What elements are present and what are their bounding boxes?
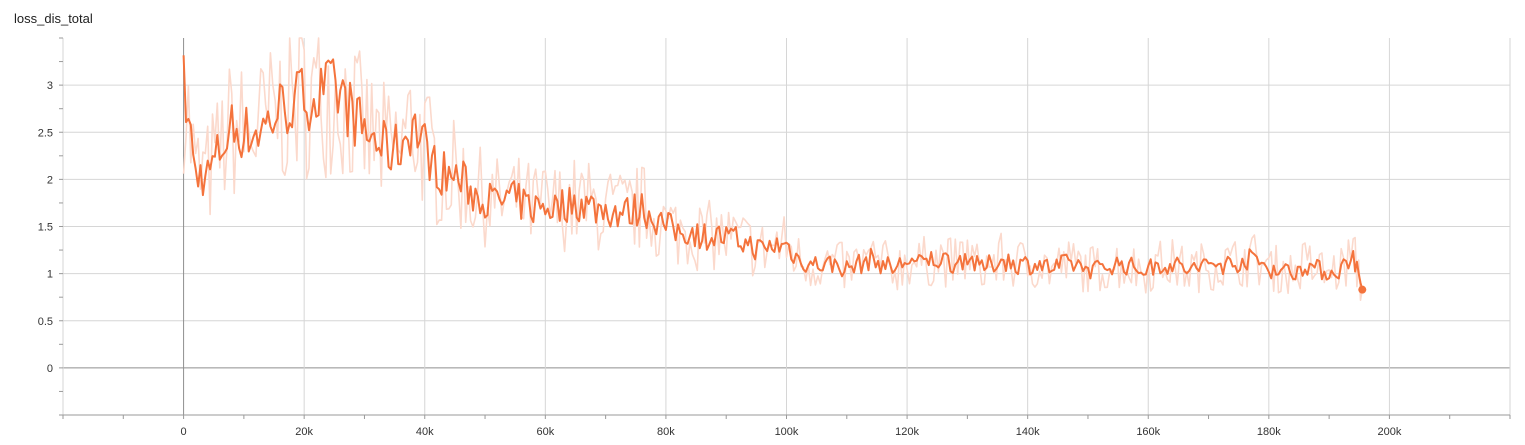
x-tick-label: 140k xyxy=(1016,426,1040,438)
chart-title: loss_dis_total xyxy=(14,11,93,26)
y-tick-label: 0.5 xyxy=(38,316,53,328)
x-tick-label: 180k xyxy=(1257,426,1281,438)
y-tick-label: 0 xyxy=(47,363,53,375)
x-tick-label: 20k xyxy=(295,426,313,438)
x-tick-label: 60k xyxy=(536,426,554,438)
x-tick-label: 120k xyxy=(895,426,919,438)
x-tick-label: 160k xyxy=(1136,426,1160,438)
series-smoothed-line xyxy=(182,55,1364,290)
series-raw-line xyxy=(182,37,1364,301)
last-point-marker xyxy=(1358,285,1367,294)
y-tick-label: 1.5 xyxy=(38,222,53,234)
x-tick-label: 100k xyxy=(775,426,799,438)
x-tick-label: 0 xyxy=(181,426,187,438)
x-tick-label: 80k xyxy=(657,426,675,438)
y-tick-label: 1 xyxy=(47,269,53,281)
y-tick-label: 3 xyxy=(47,80,53,92)
x-tick-label: 40k xyxy=(416,426,434,438)
y-tick-label: 2 xyxy=(47,174,53,186)
x-tick-label: 200k xyxy=(1377,426,1401,438)
y-tick-label: 2.5 xyxy=(38,127,53,139)
